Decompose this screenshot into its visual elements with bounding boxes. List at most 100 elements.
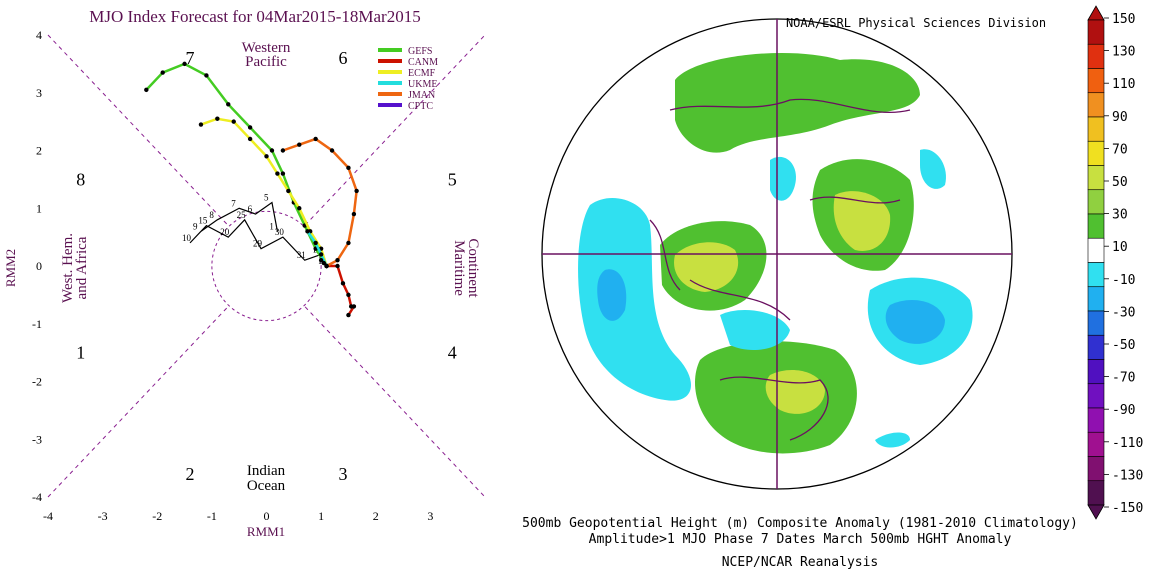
- colorbar-label: -70: [1112, 371, 1135, 386]
- region-western-label: Western: [242, 40, 291, 56]
- colorbar-segment: [1087, 359, 1105, 385]
- colorbar-segment: [1087, 262, 1105, 288]
- series-point-jman: [280, 148, 286, 153]
- anomaly-north-atlantic: [675, 52, 920, 153]
- diagonal-se: [304, 306, 486, 498]
- x-tick-label: -2: [152, 509, 162, 523]
- anomaly-arctic-west: [720, 310, 790, 350]
- colorbar-label: 150: [1112, 12, 1135, 27]
- y-tick-label: 0: [36, 259, 42, 273]
- coastlines: [649, 98, 911, 441]
- colorbar-segment: [1087, 480, 1105, 506]
- observed-day-label: 1: [269, 221, 274, 231]
- colorbar-segment: [1087, 68, 1105, 94]
- mjo-forecast-series: [144, 61, 359, 318]
- anomaly-siberia: [770, 156, 796, 201]
- series-point-cptc: [321, 260, 327, 266]
- map-caption-1: 500mb Geopotential Height (m) Composite …: [522, 516, 1078, 531]
- phase-label-6: 6: [338, 48, 347, 68]
- observed-line: [189, 201, 328, 267]
- anomaly-pacific-core: [597, 269, 627, 321]
- polar-map-panel: NOAA/ESRL Physical Sciences Division 1: [490, 0, 1158, 577]
- colorbar-segment: [1087, 431, 1105, 457]
- phase-label-7: 7: [186, 48, 195, 68]
- region-africa-label: and Africa: [74, 236, 90, 299]
- mjo-region-labels: Western Pacific Indian Ocean West. Hem. …: [60, 40, 481, 494]
- diagonal-sw: [47, 306, 229, 498]
- series-point-gefs: [269, 148, 275, 153]
- diagonal-nw: [47, 34, 229, 226]
- observed-day-label: 9: [193, 221, 198, 231]
- colorbar-label: -110: [1112, 436, 1143, 451]
- legend-label-ecmf: ECMF: [408, 68, 436, 79]
- series-point-jman: [335, 258, 340, 263]
- mjo-phase-diagram: MJO Index Forecast for 04Mar2015-18Mar20…: [0, 0, 490, 577]
- observed-day-label: 30: [275, 227, 285, 237]
- legend-label-canm: CANM: [408, 57, 438, 68]
- colorbar-label: 110: [1112, 77, 1135, 92]
- map-caption-2: Amplitude>1 MJO Phase 7 Dates March 500m…: [588, 532, 1012, 547]
- y-tick-label: -1: [32, 317, 42, 331]
- x-tick-label: -4: [43, 509, 53, 523]
- series-point-gefs: [247, 125, 253, 130]
- series-point-ukme: [305, 229, 310, 234]
- observed-day-label: 5: [264, 192, 269, 202]
- y-tick-label: -3: [32, 432, 42, 446]
- legend-label-jman: JMAN: [408, 90, 435, 101]
- colorbar-label: 50: [1112, 175, 1128, 190]
- colorbar-segment: [1087, 383, 1105, 409]
- legend-label-cptc: CPTC: [408, 101, 433, 112]
- series-point-ecmf: [231, 119, 236, 124]
- region-westhem-label: West. Hem.: [60, 233, 76, 303]
- series-point-ukme: [318, 252, 324, 257]
- observed-day-label: 15: [198, 216, 208, 226]
- series-point-jman: [329, 148, 335, 153]
- observed-day-label: 10: [182, 233, 192, 243]
- x-tick-label: 1: [318, 509, 324, 523]
- anomaly-field: [578, 52, 973, 454]
- region-continent-label: Continent: [465, 238, 481, 298]
- y-tick-label: -2: [32, 375, 42, 389]
- observed-day-label: 6: [248, 204, 253, 214]
- series-point-ecmf: [297, 206, 302, 211]
- colorbar: 150 130 110 90 70 50 30 10 -10 -30 -50 -70 -90 -110 -1…: [1087, 5, 1143, 520]
- anomaly-pacific: [578, 197, 692, 401]
- observed-day-label: 31: [297, 250, 306, 260]
- map-org-label: NOAA/ESRL Physical Sciences Division: [786, 16, 1046, 30]
- series-point-gefs: [226, 102, 231, 107]
- map-caption-3: NCEP/NCAR Reanalysis: [721, 555, 879, 570]
- region-maritime-label: Maritime: [451, 240, 467, 296]
- colorbar-label: -30: [1112, 305, 1135, 320]
- observed-day-label: 29: [253, 239, 263, 249]
- region-indian-label: Indian: [247, 463, 286, 479]
- series-point-canm: [346, 292, 351, 298]
- series-point-gefs: [144, 87, 149, 93]
- colorbar-label: -50: [1112, 338, 1135, 353]
- mjo-phase-labels: 1 2 3 4 5 6 7 8: [76, 48, 456, 484]
- series-point-gefs: [280, 171, 286, 176]
- polar-map-svg: NOAA/ESRL Physical Sciences Division 1: [541, 5, 1143, 520]
- series-point-ecmf: [264, 154, 269, 159]
- series-point-cptc: [324, 263, 329, 269]
- colorbar-bottom-arrow: [1087, 504, 1105, 520]
- series-point-jman: [346, 240, 351, 246]
- anomaly-atlantic-core: [885, 300, 945, 344]
- colorbar-top-arrow: [1087, 5, 1105, 21]
- mjo-grid: [47, 34, 486, 498]
- colorbar-segment: [1087, 19, 1105, 45]
- observed-day-label: 7: [231, 198, 236, 208]
- legend-label-gefs: GEFS: [408, 46, 432, 57]
- phase-label-8: 8: [76, 169, 85, 189]
- y-tick-label: 4: [36, 28, 42, 42]
- anomaly-arctic-east: [920, 149, 946, 189]
- mjo-ylabel: RMM2: [3, 249, 18, 287]
- series-point-ecmf: [198, 122, 204, 127]
- phase-label-4: 4: [448, 343, 457, 363]
- observed-day-label: 25: [237, 210, 247, 220]
- colorbar-label: 90: [1112, 110, 1128, 125]
- colorbar-segment: [1087, 140, 1105, 166]
- x-tick-label: -3: [98, 509, 108, 523]
- x-tick-label: -1: [207, 509, 217, 523]
